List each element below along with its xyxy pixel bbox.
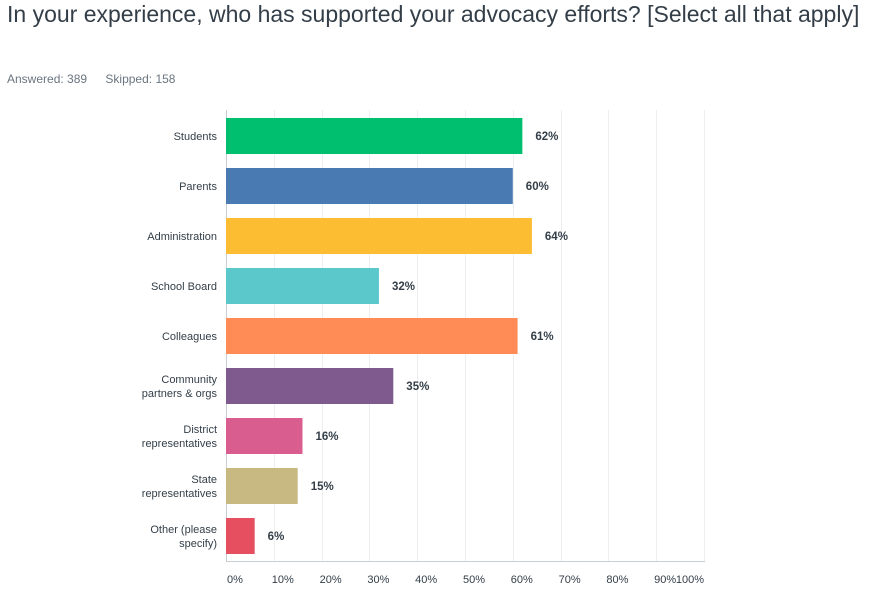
category-label: Colleagues (162, 331, 218, 343)
x-tick-label: 80% (606, 574, 628, 586)
bar-value-label: 15% (311, 481, 334, 493)
skipped-count: Skipped: 158 (105, 72, 176, 86)
x-tick-label: 50% (463, 574, 485, 586)
bar-value-label: 62% (535, 131, 558, 143)
bar (226, 168, 513, 204)
bar (226, 418, 303, 454)
bar-value-label: 32% (392, 281, 415, 293)
x-tick-label: 60% (511, 574, 533, 586)
bar-value-label: 64% (545, 231, 568, 243)
bar-value-label: 6% (268, 531, 285, 543)
category-label: Other (please specify) (150, 524, 217, 550)
x-tick-label: 90% (654, 574, 676, 586)
bar (226, 368, 394, 404)
response-stats: Answered: 389 Skipped: 158 (7, 72, 190, 86)
bar (226, 118, 523, 154)
x-tick-label: 40% (415, 574, 437, 586)
category-label: State representatives (142, 474, 218, 500)
bar-value-label: 35% (406, 381, 429, 393)
category-label: Community partners & orgs (142, 374, 218, 400)
bar (226, 268, 379, 304)
x-tick-label: 20% (320, 574, 342, 586)
category-label: Parents (179, 181, 217, 193)
category-label: District representatives (142, 424, 218, 450)
bar-value-label: 60% (526, 181, 549, 193)
bar (226, 468, 298, 504)
bar (226, 318, 518, 354)
bar (226, 518, 255, 554)
x-tick-label: 70% (559, 574, 581, 586)
x-tick-label: 10% (272, 574, 294, 586)
bar (226, 218, 532, 254)
answered-count: Answered: 389 (7, 72, 88, 86)
x-tick-label: 30% (367, 574, 389, 586)
category-label: Administration (147, 231, 217, 243)
category-label: School Board (151, 281, 217, 293)
bar-value-label: 61% (531, 331, 554, 343)
x-tick-label: 0% (227, 574, 243, 586)
bar-value-label: 16% (315, 431, 338, 443)
category-label: Students (174, 131, 218, 143)
x-tick-label: 100% (676, 574, 704, 586)
question-title: In your experience, who has supported yo… (7, 1, 860, 27)
